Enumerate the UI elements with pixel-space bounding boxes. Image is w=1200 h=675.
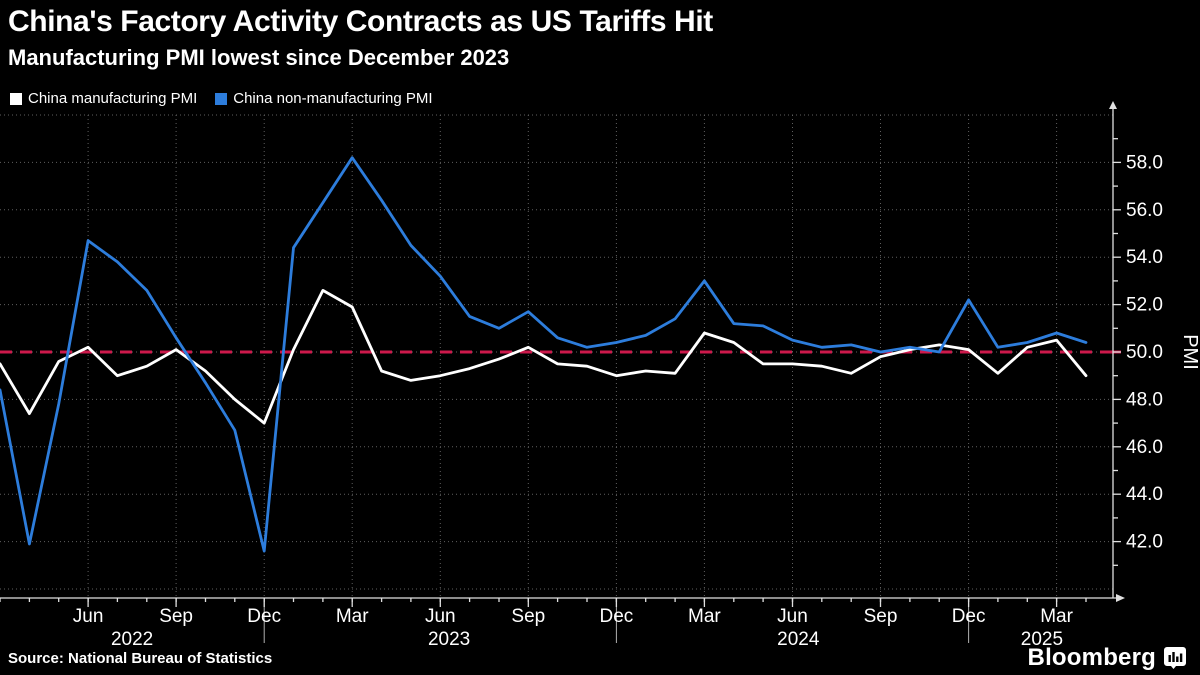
manufacturing-swatch-icon — [10, 92, 22, 105]
source-note: Source: National Bureau of Statistics — [8, 650, 273, 667]
legend-item-manufacturing: China manufacturing PMI — [10, 90, 197, 107]
y-tick-label: 42.0 — [1126, 532, 1163, 553]
x-tick-label: Jun — [73, 606, 104, 627]
chart-subtitle: Manufacturing PMI lowest since December … — [8, 45, 510, 70]
y-axis-title: PMI — [1179, 334, 1200, 370]
y-tick-label: 46.0 — [1126, 437, 1163, 458]
bloomberg-brand: Bloomberg — [1028, 644, 1186, 672]
non-manufacturing-pmi-line — [0, 156, 1088, 553]
legend-label-manufacturing: China manufacturing PMI — [28, 90, 198, 107]
y-axis-arrow — [1109, 101, 1117, 109]
x-tick-label: Mar — [1040, 606, 1073, 627]
y-tick-label: 52.0 — [1126, 295, 1163, 316]
x-tick-label: Jun — [777, 606, 808, 627]
year-label: 2025 — [1021, 629, 1063, 650]
x-tick-label: Jun — [425, 606, 456, 627]
chart-title: China's Factory Activity Contracts as US… — [8, 5, 713, 38]
year-label: 2023 — [428, 629, 470, 650]
chart-legend: China manufacturing PMI China non-manufa… — [10, 90, 433, 107]
x-tick-label: Mar — [688, 606, 721, 627]
x-tick-label: Dec — [600, 606, 634, 627]
x-tick-label: Sep — [159, 606, 193, 627]
year-label: 2024 — [777, 629, 820, 650]
non-manufacturing-swatch-icon — [215, 92, 228, 105]
x-tick-label: Sep — [864, 606, 898, 627]
y-tick-label: 58.0 — [1126, 152, 1163, 173]
y-tick-label: 50.0 — [1126, 342, 1163, 363]
legend-item-non-manufacturing: China non-manufacturing PMI — [215, 90, 433, 107]
bloomberg-wordmark: Bloomberg — [1027, 644, 1156, 671]
legend-label-non-manufacturing: China non-manufacturing PMI — [233, 90, 433, 107]
x-tick-label: Dec — [247, 606, 281, 627]
x-axis-arrow — [1116, 594, 1125, 602]
manufacturing-pmi-line — [0, 288, 1088, 425]
bloomberg-logo-icon — [1164, 647, 1186, 669]
year-label: 2022 — [111, 629, 153, 650]
y-tick-label: 48.0 — [1126, 389, 1163, 410]
x-tick-label: Mar — [336, 606, 369, 627]
y-tick-label: 54.0 — [1126, 247, 1163, 268]
x-tick-label: Sep — [511, 606, 545, 627]
y-tick-label: 56.0 — [1126, 200, 1163, 221]
x-tick-label: Dec — [952, 606, 986, 627]
y-tick-label: 44.0 — [1126, 484, 1163, 505]
